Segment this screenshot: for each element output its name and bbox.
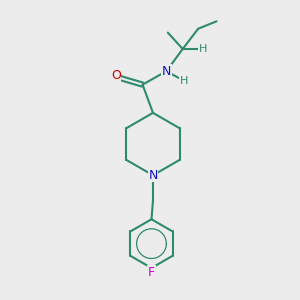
Text: N: N xyxy=(162,65,171,78)
Text: H: H xyxy=(180,76,188,86)
Text: N: N xyxy=(148,169,158,182)
Text: H: H xyxy=(199,44,207,54)
Text: F: F xyxy=(148,266,155,279)
Text: O: O xyxy=(111,69,121,82)
